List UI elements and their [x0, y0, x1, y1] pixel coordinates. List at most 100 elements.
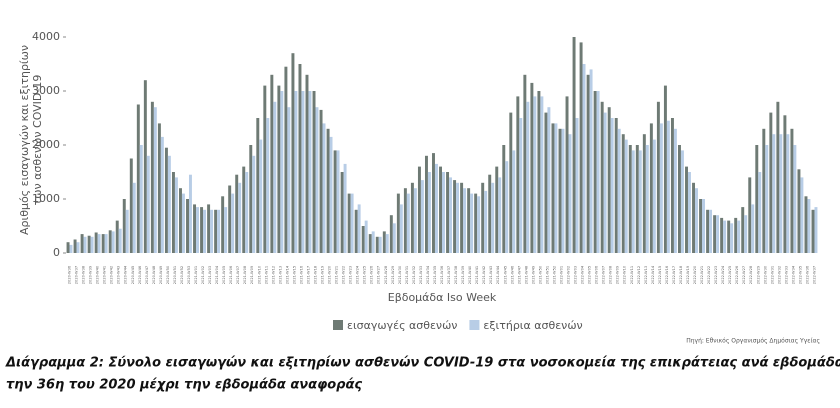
x-tick-label: 2021-W21: [335, 266, 339, 284]
x-tick-label: 2022-W36: [805, 265, 809, 284]
x-tick-label: 2021-W18: [313, 265, 317, 284]
bar: [118, 228, 122, 253]
x-tick-label: 2021-W32: [412, 266, 416, 284]
bar: [720, 217, 724, 253]
x-tick-label: 2022-W14: [651, 265, 655, 284]
bar: [713, 215, 717, 253]
bar: [129, 158, 133, 253]
bar: [139, 145, 143, 253]
bar: [811, 209, 815, 253]
bar: [695, 188, 698, 253]
bar: [196, 207, 199, 253]
x-tick-label: 2020-W37: [75, 266, 79, 284]
bar: [652, 139, 656, 253]
x-tick-label: 2022-W18: [679, 265, 683, 284]
x-tick-label: 2021-W15: [292, 266, 296, 284]
x-tick-label: 2021-W19: [321, 265, 325, 284]
bar: [491, 182, 495, 253]
bar: [814, 207, 818, 253]
x-tick-label: 2021-W45: [503, 266, 507, 284]
x-tick-label: 2022-W24: [721, 265, 725, 284]
bar: [193, 204, 197, 253]
bar: [200, 207, 204, 253]
legend-label: εξιτήρια ασθενών: [483, 319, 582, 332]
legend-label: εισαγωγές ασθενών: [347, 319, 457, 332]
bar: [807, 199, 811, 253]
bar: [804, 196, 808, 253]
x-tick-label: 2021-W07: [236, 266, 240, 284]
x-tick-label: 2021-W50: [538, 265, 542, 284]
bar: [357, 204, 361, 253]
bar: [259, 139, 263, 253]
bar: [670, 118, 674, 253]
bar: [252, 155, 256, 253]
x-tick-label: 2021-W16: [299, 265, 303, 284]
y-tick-label: 1000: [32, 192, 60, 205]
bar: [122, 199, 126, 253]
bar: [558, 128, 562, 253]
bar: [94, 232, 98, 253]
bar: [83, 236, 87, 253]
bar: [530, 82, 534, 254]
bar: [699, 199, 703, 253]
bar: [214, 209, 218, 253]
bar: [589, 69, 593, 254]
x-tick-label: 2021-W01: [194, 266, 198, 284]
bar: [593, 91, 597, 253]
bar: [800, 177, 804, 253]
bar: [554, 123, 558, 254]
bar: [277, 85, 281, 253]
x-tick-label: 2021-W23: [349, 266, 353, 284]
bar: [413, 188, 417, 253]
bar: [315, 107, 319, 253]
bar: [463, 188, 467, 253]
bar: [228, 185, 232, 253]
x-tick-label: 2021-W37: [447, 266, 451, 284]
x-tick-label: 2022-W29: [756, 265, 760, 284]
bar: [427, 172, 431, 253]
bar: [596, 91, 600, 253]
bar: [730, 223, 734, 253]
bar: [125, 209, 129, 253]
bar: [420, 180, 424, 253]
bar: [164, 147, 168, 253]
bar: [66, 242, 70, 253]
x-tick-label: 2021-W14: [285, 265, 289, 284]
bar: [687, 172, 691, 253]
bar: [572, 37, 576, 253]
bar: [368, 234, 372, 253]
bar: [565, 96, 569, 254]
x-tick-label: 2022-W31: [770, 266, 774, 284]
bar: [336, 150, 340, 253]
bar: [217, 209, 221, 253]
bar: [737, 220, 741, 253]
bar: [101, 234, 105, 253]
x-tick-label: 2021-W29: [391, 265, 395, 284]
x-tick-label: 2022-W23: [714, 266, 718, 284]
bar: [188, 174, 192, 253]
x-tick-label: 2021-W39: [461, 265, 465, 284]
x-tick-label: 2021-W27: [377, 266, 381, 284]
bar: [741, 207, 745, 253]
bar: [171, 172, 175, 253]
x-tick-label: 2021-W36: [440, 265, 444, 284]
bar: [474, 193, 478, 253]
bar: [797, 169, 801, 253]
bar: [727, 220, 731, 253]
bar: [702, 199, 705, 253]
bar: [87, 235, 91, 253]
bar: [495, 166, 499, 253]
bar: [477, 196, 481, 253]
bar: [624, 139, 628, 253]
bar: [333, 150, 337, 253]
bar: [160, 136, 164, 253]
x-tick-label: 2020-W51: [173, 266, 177, 284]
x-tick-label: 2021-W04: [215, 265, 219, 284]
bar: [111, 231, 115, 253]
bar: [242, 166, 246, 253]
x-tick-label: 2021-W35: [433, 266, 437, 284]
bar: [280, 91, 284, 253]
x-tick-label: 2022-W11: [630, 266, 634, 284]
bar: [354, 209, 358, 253]
bar: [758, 172, 762, 253]
